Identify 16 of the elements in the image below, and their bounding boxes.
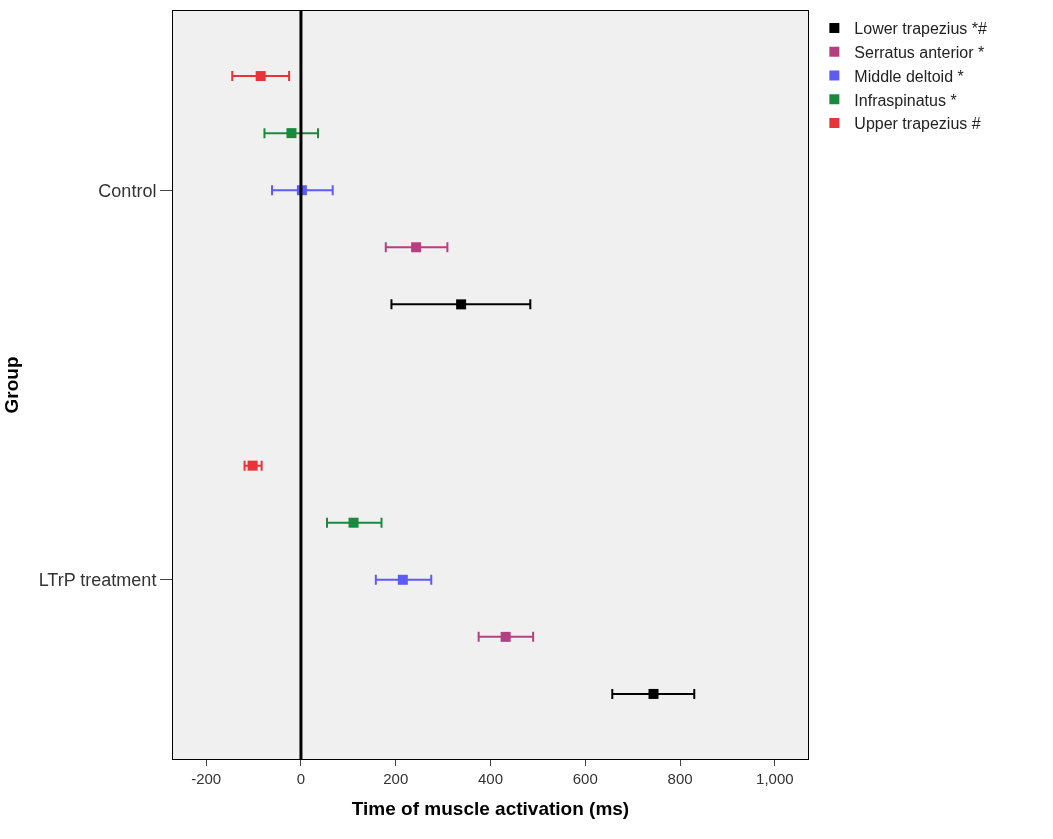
x-tick-label: 800 <box>667 770 693 787</box>
x-tick-label: 400 <box>477 770 504 787</box>
legend-label: Middle deltoid * <box>854 67 964 85</box>
legend-label: Lower trapezius *# <box>854 20 987 38</box>
x-tick-label: 600 <box>572 770 598 787</box>
legend-label: Serratus anterior * <box>854 43 985 61</box>
x-tick-label: 0 <box>296 770 306 787</box>
x-axis-title: Time of muscle activation (ms) <box>351 797 630 819</box>
x-tick-label: -200 <box>191 770 222 787</box>
y-tick-label: LTrP treatment <box>38 570 157 591</box>
x-tick-label: 1,000 <box>756 770 794 787</box>
y-axis-title: Group <box>0 356 22 414</box>
y-tick-label: Control <box>98 180 157 201</box>
legend-label: Infraspinatus * <box>854 91 957 109</box>
x-tick-label: 200 <box>383 770 409 787</box>
legend-label: Upper trapezius # <box>854 115 981 133</box>
